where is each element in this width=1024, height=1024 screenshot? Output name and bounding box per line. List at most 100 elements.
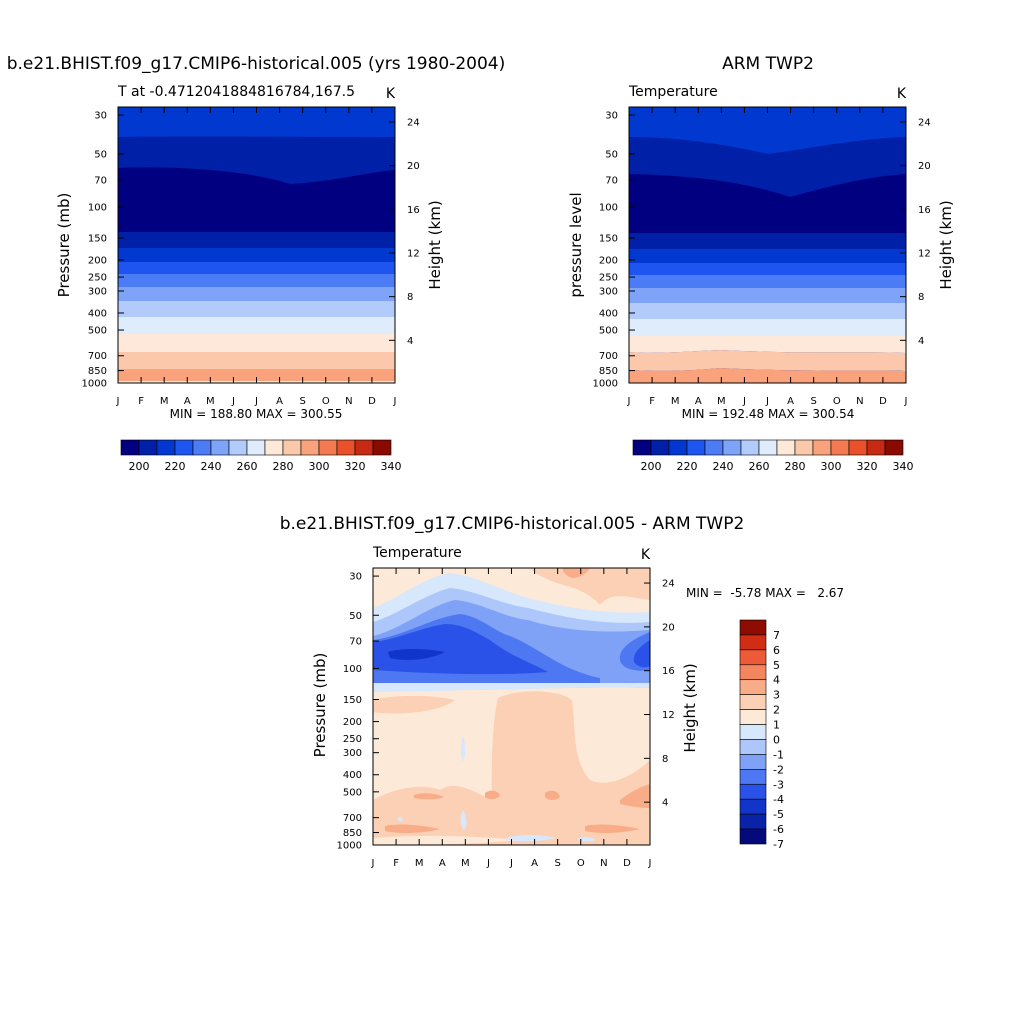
y-tick-label: 150 (343, 695, 362, 706)
colorbar-swatch (354, 439, 374, 456)
panel-model-axes: J F M A M J J A S O N D J 30 50 70 100 150 200 250 300 400 500… (82, 107, 420, 407)
y-tick-label: 850 (88, 366, 107, 377)
y-tick-label: 700 (343, 813, 362, 824)
colorbar-label: 3 (773, 689, 780, 702)
contour-band (373, 695, 455, 714)
panel-model-stats: MIN = 188.80 MAX = 300.55 (170, 407, 343, 421)
colorbar-label: 240 (713, 460, 734, 473)
y-right-tick-label: 12 (407, 248, 420, 259)
x-tick-label: J (742, 396, 746, 407)
contour-band (118, 262, 395, 274)
y-right-tick-label: 12 (662, 710, 675, 721)
panel-model-temperature: b.e21.BHIST.f09_g17.CMIP6-historical.005… (7, 54, 506, 473)
panel-obs-subtitle: Temperature (628, 84, 718, 100)
colorbar-label: -6 (773, 823, 784, 836)
x-tick-label: J (648, 858, 652, 869)
contour-band (388, 649, 445, 660)
y-tick-label: 300 (599, 287, 618, 298)
y-tick-label: 30 (605, 111, 618, 122)
contour-band (373, 683, 650, 692)
y-tick-label: 50 (94, 150, 107, 161)
y-right-tick-label: 4 (407, 336, 413, 347)
colorbar-swatch (668, 439, 688, 456)
x-tick-label: J (486, 858, 490, 869)
y-right-tick-label: 12 (918, 248, 931, 259)
y-tick-label: 70 (349, 637, 362, 648)
contour-band (506, 835, 556, 842)
contour-band (373, 835, 520, 845)
panel-diff-ylabel-right: Height (km) (681, 663, 699, 752)
panel-diff-title: b.e21.BHIST.f09_g17.CMIP6-historical.005… (280, 514, 745, 534)
contour-band (585, 824, 640, 834)
colorbar-swatch (722, 439, 742, 456)
colorbar-label: 220 (677, 460, 698, 473)
panel-model-title: b.e21.BHIST.f09_g17.CMIP6-historical.005… (7, 54, 506, 74)
colorbar-swatch (739, 769, 767, 785)
y-tick-label: 700 (88, 351, 107, 362)
x-tick-label: A (695, 396, 702, 407)
colorbar-label: 340 (893, 460, 914, 473)
panel-obs-contours (629, 107, 906, 383)
contour-band (118, 287, 395, 301)
colorbar-swatch (246, 439, 266, 456)
panel-model-colorbar: 200 220 240 260 280 300 320 340 (120, 439, 402, 473)
x-tick-label: J (371, 858, 375, 869)
colorbar-swatch (210, 439, 230, 456)
y-tick-label: 400 (343, 770, 362, 781)
contour-band (629, 249, 906, 263)
y-tick-label: 150 (599, 234, 618, 245)
panel-model-units: K (386, 86, 396, 102)
colorbar-swatch (156, 439, 176, 456)
contour-band (629, 303, 906, 319)
colorbar-swatch (739, 694, 767, 710)
x-tick-label: J (904, 396, 908, 407)
y-right-tick-label: 24 (662, 579, 675, 590)
colorbar-swatch (739, 828, 767, 845)
y-tick-label: 50 (605, 150, 618, 161)
x-tick-label: S (810, 396, 816, 407)
colorbar-swatch (739, 724, 767, 740)
colorbar-label: 200 (641, 460, 662, 473)
panel-diff-ylabel: Pressure (mb) (311, 653, 329, 758)
contour-band (629, 174, 906, 233)
x-tick-label: J (116, 396, 120, 407)
colorbar-swatch (120, 439, 140, 456)
colorbar-label: 280 (273, 460, 294, 473)
x-tick-label: F (138, 396, 144, 407)
colorbar-swatch (632, 439, 652, 456)
x-tick-label: O (833, 396, 841, 407)
colorbar-label: 5 (773, 659, 780, 672)
contour-band (397, 817, 403, 822)
panel-obs-ylabel-right: Height (km) (937, 200, 955, 289)
y-tick-label: 100 (88, 203, 107, 214)
colorbar-label: 320 (857, 460, 878, 473)
x-tick-label: J (393, 396, 397, 407)
colorbar-swatch (739, 798, 767, 815)
colorbar-label: -4 (773, 793, 784, 806)
colorbar-swatch (884, 439, 904, 456)
x-tick-label: M (206, 396, 215, 407)
contour-band (118, 352, 395, 369)
panel-diff-contours (373, 568, 650, 845)
colorbar-swatch (740, 439, 760, 456)
colorbar-label: 280 (785, 460, 806, 473)
contour-band (629, 350, 906, 371)
colorbar-label: 0 (773, 733, 780, 746)
colorbar-label: 300 (309, 460, 330, 473)
colorbar-label: -3 (773, 778, 784, 791)
colorbar-label: 200 (129, 460, 150, 473)
colorbar-label: 320 (345, 460, 366, 473)
x-tick-label: D (879, 396, 887, 407)
y-tick-label: 300 (88, 287, 107, 298)
colorbar-swatch (739, 739, 767, 755)
panel-model-ylabel-right: Height (km) (426, 200, 444, 289)
colorbar-swatch (739, 813, 767, 830)
contour-band (118, 167, 395, 232)
y-tick-label: 500 (343, 787, 362, 798)
contour-band (629, 319, 906, 336)
colorbar-swatch (848, 439, 868, 456)
contour-band (118, 274, 395, 287)
x-tick-label: M (160, 396, 169, 407)
colorbar-label: -1 (773, 748, 784, 761)
